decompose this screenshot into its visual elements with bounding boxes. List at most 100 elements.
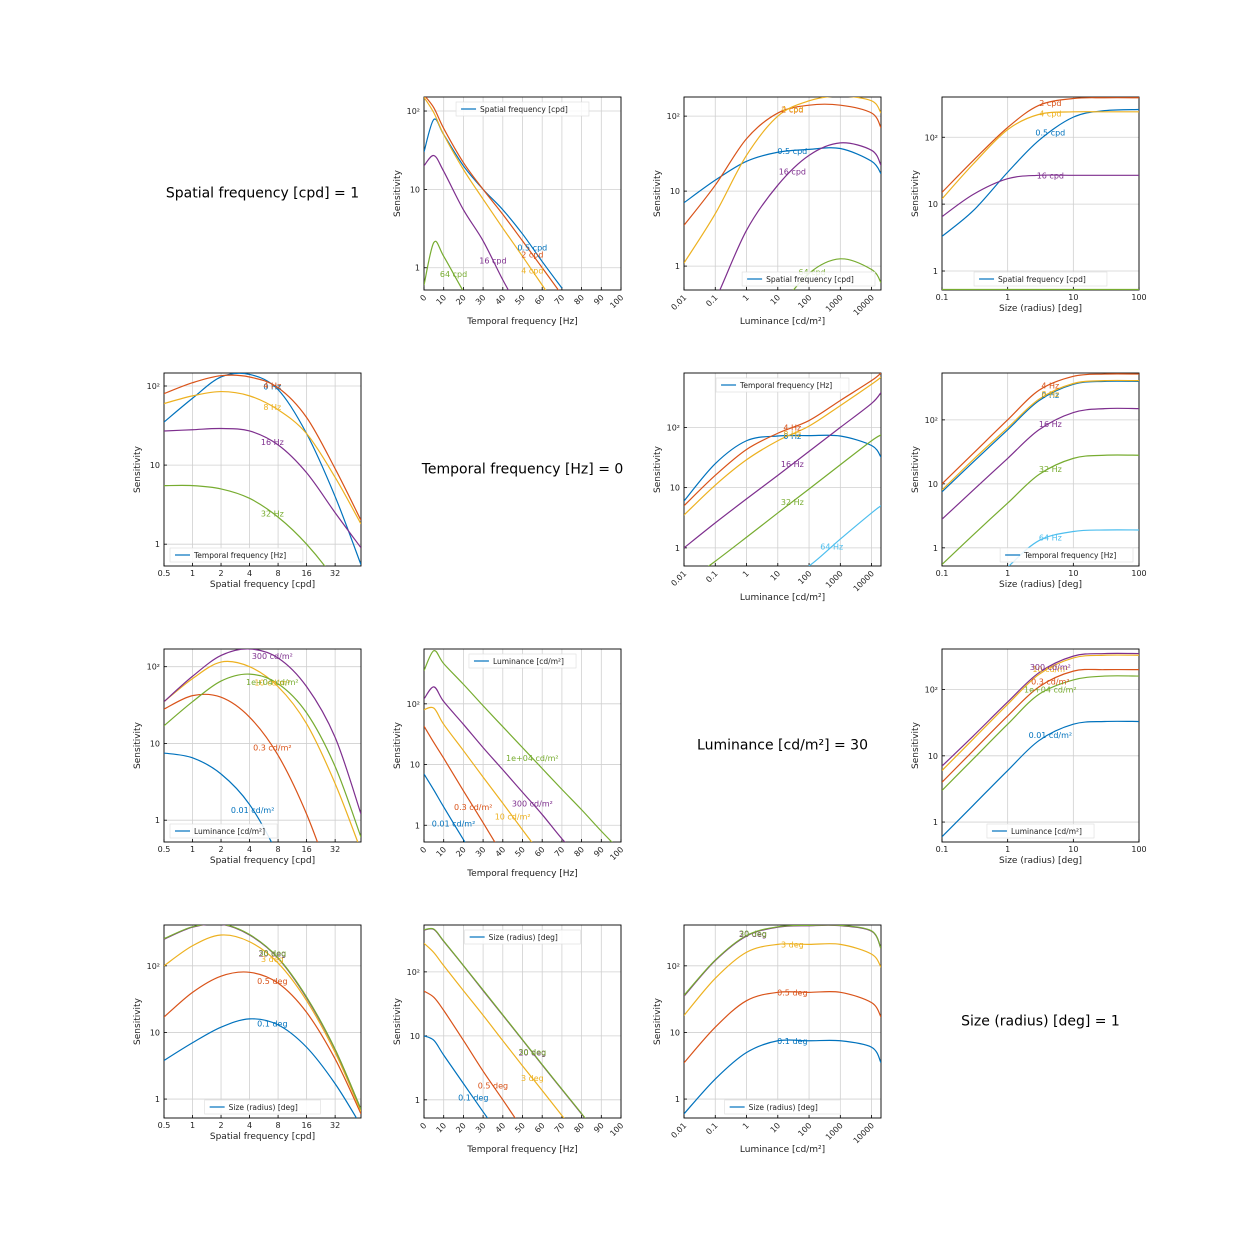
- y-axis-label: Sensitivity: [911, 445, 921, 493]
- series-line: [164, 373, 361, 565]
- series-label: 1e+04 cd/m²: [246, 678, 299, 687]
- series-label: 8 Hz: [263, 403, 281, 412]
- series-label: 3 deg: [521, 1074, 544, 1083]
- y-tick-label: 10: [410, 761, 420, 770]
- x-tick-label: 10: [769, 1121, 783, 1135]
- series-label: 64 Hz: [820, 542, 843, 551]
- series-label: 300 cd/m²: [252, 652, 293, 661]
- legend-label: Temporal frequency [Hz]: [1023, 551, 1116, 560]
- series-line: [424, 725, 496, 842]
- series-line: [684, 434, 881, 502]
- x-tick-label: 1: [1005, 293, 1010, 302]
- series-line: [942, 454, 1139, 565]
- series-label: 0.01 cd/m²: [1029, 731, 1073, 740]
- x-tick-label: 8: [276, 569, 281, 578]
- plot-frame: [423, 924, 622, 1119]
- legend-label: Size (radius) [deg]: [749, 1103, 818, 1112]
- x-tick-label: 16: [302, 569, 312, 578]
- x-tick-label: 0.5: [158, 569, 171, 578]
- series-label: 300 cd/m²: [512, 799, 553, 808]
- panel-caption: Luminance [cd/m²] = 30: [697, 738, 868, 754]
- x-tick-label: 16: [302, 845, 312, 854]
- series-label: 16 cpd: [479, 256, 506, 265]
- x-tick-label: 30: [474, 845, 488, 859]
- x-tick-label: 32: [330, 569, 340, 578]
- x-tick-label: 100: [608, 1121, 625, 1138]
- y-axis-label: Sensitivity: [653, 169, 663, 217]
- series-line: [684, 392, 881, 549]
- series-line: [719, 142, 881, 290]
- legend: Size (radius) [deg]: [464, 929, 581, 945]
- x-tick-label: 100: [796, 1121, 813, 1138]
- series-line: [424, 773, 466, 842]
- panel-caption: Size (radius) [deg] = 1: [961, 1014, 1120, 1030]
- series-line: [942, 379, 1139, 491]
- y-tick-label: 10²: [925, 686, 938, 695]
- y-tick-label: 1: [415, 821, 420, 830]
- y-tick-label: 10: [928, 200, 938, 209]
- series-label: 0.5 cpd: [1035, 129, 1065, 138]
- y-tick-label: 10²: [147, 663, 160, 672]
- legend-box: [455, 101, 590, 117]
- x-tick-label: 0.1: [936, 569, 949, 578]
- subplot: 0.5 1 2 4 8 16 32 1 10 10² Spatial frequency [cpd]…: [133, 648, 362, 866]
- x-tick-label: 0.1: [704, 1121, 719, 1136]
- x-tick-label: 4: [247, 569, 252, 578]
- x-axis-label: Temporal frequency [Hz]: [466, 317, 578, 327]
- x-axis-label: Temporal frequency [Hz]: [466, 1145, 578, 1155]
- x-tick-label: 10: [1068, 293, 1078, 302]
- series-line: [942, 108, 1139, 237]
- x-tick-label: 30: [474, 293, 488, 307]
- x-tick-label: 10000: [852, 293, 876, 317]
- subplot: 0 10 20 30 40 50 60 70 80 90 100 1 10 10² Temporal fre…: [393, 924, 625, 1155]
- y-tick-label: 1: [155, 540, 160, 549]
- x-tick-label: 20: [454, 293, 468, 307]
- subplot: 0 10 20 30 40 50 60 70 80 90 100 1 10 10² Temporal fre…: [393, 96, 625, 327]
- curves: [164, 373, 361, 566]
- series-label: 0.1 deg: [257, 1020, 287, 1029]
- x-tick-label: 1000: [824, 569, 845, 590]
- y-tick-label: 10²: [667, 423, 680, 432]
- series-line: [164, 484, 326, 566]
- legend-label: Luminance [cd/m²]: [1011, 827, 1082, 836]
- y-axis-label: Sensitivity: [393, 997, 403, 1045]
- legend: Luminance [cd/m²]: [468, 653, 577, 669]
- series-label: 16 Hz: [261, 438, 284, 447]
- plot-frame: [163, 372, 362, 567]
- legend-label: Spatial frequency [cpd]: [480, 105, 568, 114]
- curves: [942, 652, 1139, 838]
- x-tick-label: 10: [435, 1121, 449, 1135]
- curves: [684, 97, 881, 290]
- y-axis-label: Sensitivity: [393, 169, 403, 217]
- x-tick-label: 4: [247, 1121, 252, 1130]
- legend-box: [724, 1099, 841, 1115]
- series-line: [942, 675, 1139, 791]
- x-tick-label: 90: [592, 1121, 606, 1135]
- y-tick-label: 1: [933, 544, 938, 553]
- x-axis-label: Size (radius) [deg]: [999, 856, 1082, 866]
- x-tick-label: 60: [533, 845, 547, 859]
- plot-frame: [423, 648, 622, 843]
- y-tick-label: 10²: [147, 382, 160, 391]
- series-label: 10 cd/m²: [1032, 665, 1068, 674]
- legend-label: Size (radius) [deg]: [489, 933, 558, 942]
- legend-box: [999, 547, 1134, 563]
- x-tick-label: 0.1: [936, 845, 949, 854]
- legend: Luminance [cd/m²]: [169, 823, 278, 839]
- series-line: [424, 942, 565, 1118]
- y-tick-label: 1: [155, 1095, 160, 1104]
- legend-box: [973, 271, 1108, 287]
- y-tick-label: 10: [150, 1028, 160, 1037]
- x-tick-label: 40: [494, 1121, 508, 1135]
- x-tick-label: 0: [418, 1121, 428, 1131]
- subplot: 0.5 1 2 4 8 16 32 1 10 10² Spatial frequency [cpd]…: [133, 372, 362, 590]
- legend: Size (radius) [deg]: [724, 1099, 841, 1115]
- series-line: [942, 407, 1139, 520]
- curves: [942, 97, 1139, 290]
- series-line: [942, 111, 1139, 200]
- legend-label: Luminance [cd/m²]: [194, 827, 265, 836]
- x-tick-label: 0.01: [669, 293, 688, 312]
- x-tick-label: 100: [608, 293, 625, 310]
- series-label: 30 deg: [739, 930, 767, 939]
- y-tick-label: 10²: [147, 962, 160, 971]
